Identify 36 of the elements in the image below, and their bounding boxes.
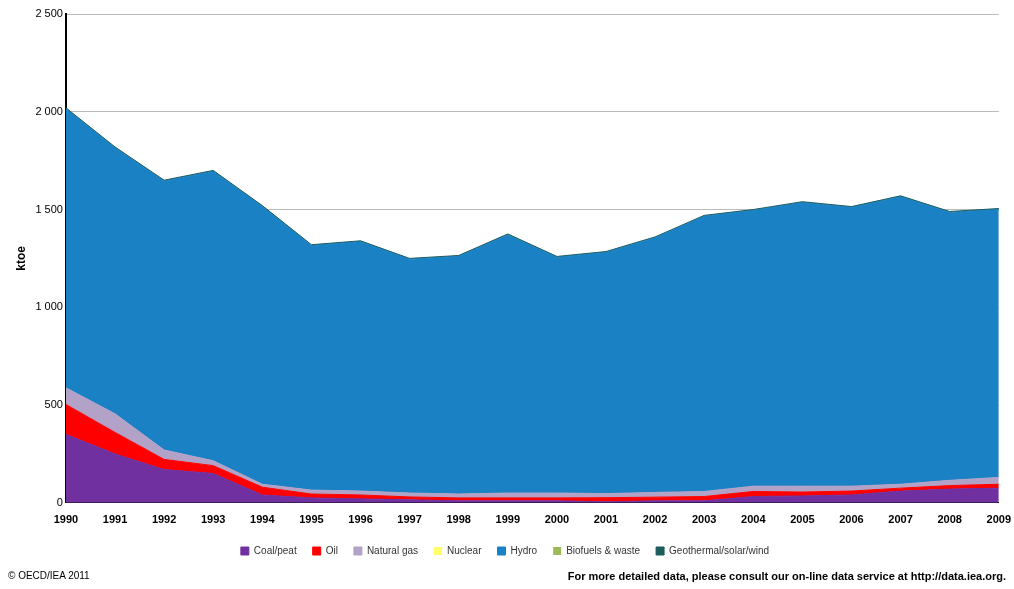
- y-tick-label: 0: [56, 495, 63, 508]
- x-tick-label: 1999: [495, 513, 521, 526]
- legend-label: Geothermal/solar/wind: [669, 544, 770, 556]
- x-tick-label: 1993: [200, 513, 226, 526]
- x-tick-label: 2005: [790, 513, 815, 526]
- x-tick-label: 1997: [397, 513, 422, 526]
- y-tick-label: 2 000: [35, 104, 63, 117]
- legend-label: Oil: [325, 544, 338, 556]
- x-tick-label: 2006: [839, 513, 864, 526]
- x-tick-label: 2009: [986, 513, 1012, 526]
- text: For more detailed data, please consult our on-line data service at http://data.iea.org.: [567, 570, 1006, 582]
- x-tick-label: 1996: [348, 513, 373, 526]
- x-tick-label: 2000: [544, 513, 570, 526]
- legend-label: Biofuels & waste: [566, 544, 641, 556]
- y-tick-label: 1 000: [35, 300, 63, 313]
- legend-label: Coal/peat: [253, 544, 297, 556]
- x-tick-label: 1998: [446, 513, 471, 526]
- x-tick-label: 1995: [299, 513, 324, 526]
- x-tick-label: 1991: [102, 513, 128, 526]
- legend-label: Natural gas: [366, 544, 419, 556]
- text: © OECD/IEA 2011: [8, 570, 90, 581]
- x-tick-label: 2002: [642, 513, 668, 526]
- x-tick-label: 2003: [691, 513, 717, 526]
- x-tick-label: 2007: [888, 513, 913, 526]
- y-tick-label: 500: [44, 398, 63, 411]
- legend-label: Nuclear: [447, 544, 483, 556]
- x-tick-label: 1992: [151, 513, 177, 526]
- y-tick-label: 2 500: [35, 7, 63, 20]
- x-tick-label: 2004: [741, 513, 767, 526]
- legend-label: Hydro: [510, 544, 538, 556]
- x-tick-label: 1990: [53, 513, 79, 526]
- y-axis-title: ktoe: [13, 245, 28, 271]
- x-tick-label: 2008: [937, 513, 962, 526]
- y-tick-label: 1 500: [35, 202, 63, 215]
- x-tick-label: 2001: [593, 513, 619, 526]
- x-tick-label: 1994: [250, 513, 276, 526]
